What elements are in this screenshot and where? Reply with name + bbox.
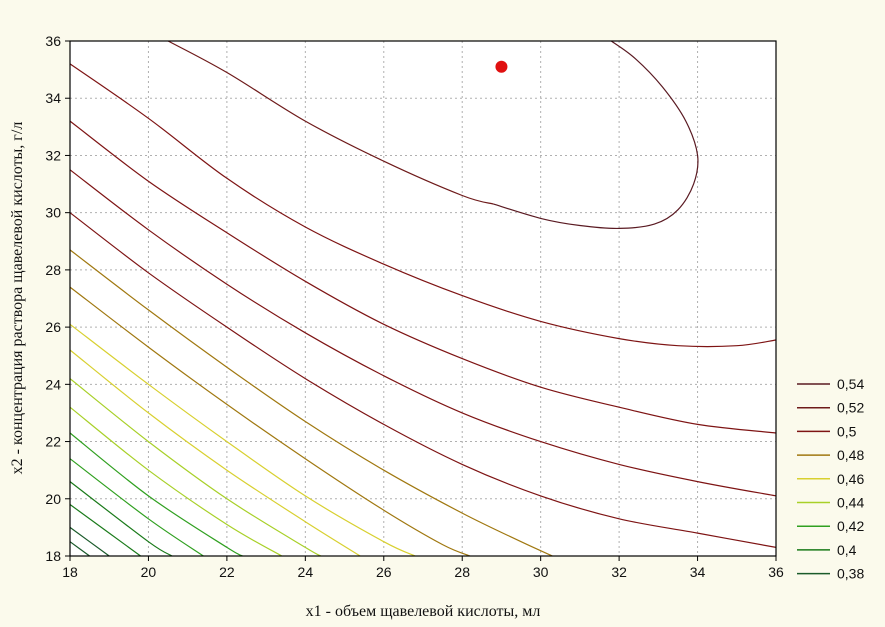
contour-line: [69, 323, 416, 557]
y-tick-label: 32: [45, 147, 61, 163]
y-tick-label: 28: [45, 262, 61, 278]
x-tick-label: 26: [376, 564, 392, 580]
plot-area: [69, 40, 777, 557]
contour-line: [69, 378, 322, 557]
legend-label: 0,44: [837, 495, 864, 511]
y-tick-label: 26: [45, 319, 61, 335]
contour-line: [69, 541, 90, 557]
y-tick-label: 24: [45, 376, 61, 392]
legend-label: 0,52: [837, 400, 864, 416]
y-tick-label: 20: [45, 491, 61, 507]
contour-line: [69, 481, 173, 557]
contour-line: [69, 526, 110, 557]
y-tick-label: 36: [45, 33, 61, 49]
optimum-point-marker: [495, 60, 508, 73]
contour-line: [69, 63, 777, 348]
contour-line: [69, 249, 553, 557]
legend-label: 0,54: [837, 376, 864, 392]
contour-line: [69, 504, 141, 557]
x-axis-label: x1 - объем щавелевой кислоты, мл: [306, 603, 541, 620]
x-tick-label: 30: [533, 564, 549, 580]
legend-label: 0,4: [837, 542, 857, 558]
contour-line: [493, 40, 699, 230]
contour-line: [69, 212, 777, 548]
y-tick-label: 18: [45, 548, 61, 564]
contour-line: [69, 286, 471, 557]
contour-line: [69, 120, 777, 434]
contour-line: [69, 349, 361, 557]
legend-label: 0,38: [837, 566, 864, 582]
contour-line: [167, 40, 494, 205]
x-tick-label: 20: [141, 564, 157, 580]
y-tick-label: 34: [45, 90, 61, 106]
contour-line: [69, 458, 204, 557]
x-tick-label: 32: [611, 564, 627, 580]
x-tick-label: 22: [219, 564, 235, 580]
x-tick-label: 34: [690, 564, 706, 580]
y-axis-ticks: 18 20 22 24 26 28 30 32 34 36: [45, 33, 70, 564]
x-tick-label: 28: [454, 564, 470, 580]
contour-line: [69, 432, 243, 557]
contour-line: [69, 169, 777, 497]
contour-line: [69, 406, 283, 557]
y-tick-label: 30: [45, 205, 61, 221]
x-tick-label: 36: [768, 564, 784, 580]
x-axis-ticks: 18 20 22 24 26 28 30 32 34 36: [62, 556, 784, 580]
legend-label: 0,46: [837, 471, 864, 487]
legend-label: 0,48: [837, 447, 864, 463]
legend-label: 0,5: [837, 423, 857, 439]
optimum-marker-group: [495, 60, 508, 73]
grid-lines: [70, 41, 776, 556]
y-axis-label: x2 - концентрация раствора щавелевой кис…: [9, 122, 26, 475]
legend: 0,54 0,52 0,5 0,48 0,46 0,44 0,42 0,4 0,38: [797, 376, 864, 582]
x-tick-label: 24: [298, 564, 314, 580]
x-tick-label: 18: [62, 564, 78, 580]
contour-lines: [69, 40, 777, 557]
y-tick-label: 22: [45, 434, 61, 450]
plot-frame: [69, 40, 777, 557]
legend-label: 0,42: [837, 518, 864, 534]
